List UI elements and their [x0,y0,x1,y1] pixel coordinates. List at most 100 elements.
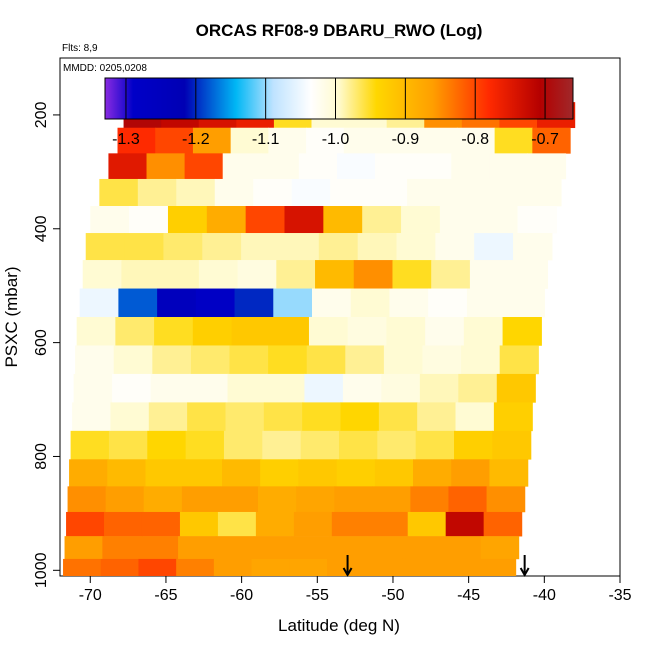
heatmap-cell [145,459,185,487]
heatmap-cell [245,206,286,234]
heatmap-cell [198,260,239,289]
heatmap-cell [276,260,316,289]
heatmap-cell [82,260,123,289]
heatmap-cell [494,127,533,154]
heatmap-cell [486,486,526,513]
heatmap-cell [268,345,308,375]
arrow-head [342,567,353,578]
heatmap-cell [517,206,558,234]
heatmap-cell [327,558,366,576]
heatmap-cell [231,317,271,346]
heatmap-cell [185,430,225,460]
heatmap-cell [340,402,380,432]
date-note: MMDD: 0205,0208 [63,63,147,74]
heatmap-cell [428,288,468,318]
heatmap-cell [234,288,274,318]
heatmap-cell [155,127,194,154]
heatmap-cell [112,373,152,403]
heatmap-cell [392,260,432,289]
heatmap-cell [338,430,378,460]
heatmap-cell [386,317,426,346]
heatmap-cell [407,178,447,207]
heatmap-cell [237,260,277,289]
heatmap-cell [375,153,414,180]
y-axis: 200 400 600 800 1000 [33,101,60,588]
chart-title: ORCAS RF08-9 DBARU_RWO (Log) [196,21,483,40]
heatmap-cell [440,558,479,576]
heatmap-cell [141,511,181,537]
heatmap-cell [75,345,115,375]
heatmap-cell [253,178,293,207]
heatmap-cell [489,459,529,487]
heatmap-cell [312,288,352,318]
heatmap-cell [147,430,187,460]
heatmap-cell [455,402,495,432]
x-tick-label: -70 [79,587,102,604]
heatmap-cell [296,486,335,513]
heatmap-cell [202,233,242,261]
heatmap-cell [469,260,510,289]
y-tick-label: 400 [33,215,50,242]
heatmap-cell [454,430,493,460]
heatmap-cell [401,206,441,234]
heatmap-cell [100,558,140,576]
heatmap-cell [410,486,450,513]
heatmap-cell [108,430,148,460]
heatmap-cell [76,317,116,346]
arrow-head [519,567,530,578]
heatmap-cell [306,345,346,375]
heatmap-cell [362,206,402,234]
heatmap-cell [368,178,408,207]
colorbar-tick-label: -1.2 [182,131,210,148]
x-tick-label: -40 [533,587,556,604]
heatmap-cell [251,558,290,576]
x-tick-label: -65 [154,587,177,604]
heatmap-cell [415,430,455,460]
heatmap-cell [466,288,507,318]
heatmap-cell [229,345,269,375]
heatmap-cell [222,153,262,180]
heatmap-cell [461,345,501,375]
heatmap-cell [298,459,338,487]
heatmap-cell [451,153,490,180]
heatmap-cell [396,233,436,261]
heatmap-cell [445,178,485,207]
heatmap-cell [113,345,153,375]
heatmap-cell [255,511,295,537]
heatmap-cell [181,486,221,513]
heatmap-cell [268,127,307,154]
heatmap-cell [143,486,183,513]
heatmap-cell [118,288,158,318]
heatmap-cell [496,373,536,403]
heatmap-cell [315,260,355,289]
heatmap-cell [293,511,333,537]
heatmap-cell [383,345,424,375]
heatmap-cell [66,511,105,537]
y-tick-label: 600 [33,329,50,356]
heatmap-cell [72,402,112,432]
heatmap-cell [102,536,141,560]
flight-arrows [342,555,530,578]
x-axis-label: Latitude (deg N) [278,616,400,635]
heatmap-cell [110,402,150,432]
heatmap-cell [318,233,359,261]
heatmap-cell [206,206,247,234]
heatmap-cell [150,373,190,403]
heatmap-cell [389,288,429,318]
heatmap-cell [458,373,498,403]
heatmap-cell [214,178,254,207]
heatmap-cell [422,345,462,375]
heatmap-cell [405,536,444,560]
heatmap-cell [265,373,306,403]
heatmap-cell [480,536,520,560]
heatmap-cell [105,486,145,513]
heatmap-cell [108,153,148,180]
heatmap-cell [527,153,567,180]
heatmap-cell [291,178,331,207]
heatmap-cell [138,558,177,576]
heatmap-cell [364,558,404,576]
y-tick-label: 200 [33,101,50,128]
heatmap-cell [146,153,186,180]
heatmap-cell [157,288,197,318]
